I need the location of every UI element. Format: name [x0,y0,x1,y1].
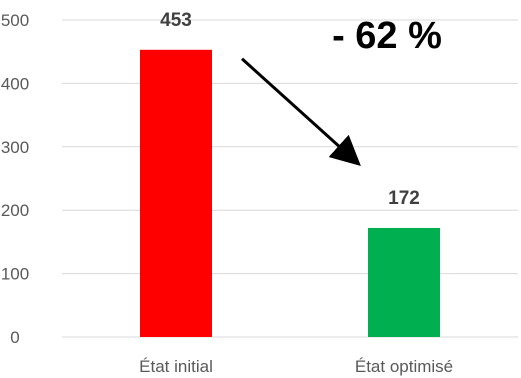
bars [140,49,440,337]
data-label: 172 [388,188,420,209]
category-label: État optimisé [355,357,453,376]
y-axis-tick-labels: 0 100 200 300 400 500 [1,11,29,347]
reduction-arrow [240,57,361,166]
annotation: - 62 % [240,15,442,166]
gridlines [62,19,518,338]
data-label: 453 [160,10,192,31]
reduction-annotation: - 62 % [332,15,442,57]
category-label: État initial [139,357,213,376]
y-tick-label: 500 [1,11,29,30]
y-tick-label: 200 [1,201,29,220]
data-labels: 453 172 [160,10,420,209]
bar [140,49,212,337]
y-tick-label: 400 [1,74,29,93]
y-tick-label: 0 [10,328,19,347]
category-labels: État initial État optimisé [139,357,453,376]
y-tick-label: 300 [1,138,29,157]
y-tick-label: 100 [1,265,29,284]
bar [368,227,440,337]
